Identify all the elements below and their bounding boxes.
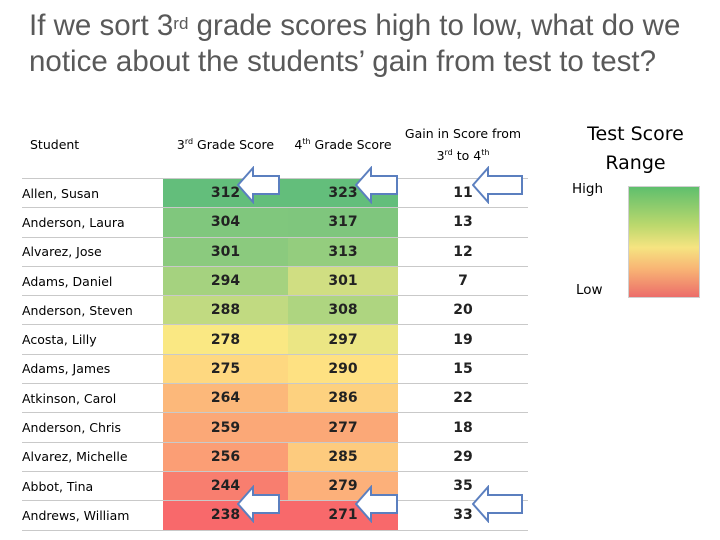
grade3-score-cell: 238 bbox=[163, 500, 288, 531]
student-name-cell: Anderson, Laura bbox=[22, 207, 163, 238]
table-row: Anderson, Laura 304 317 13 bbox=[22, 207, 528, 238]
student-name-cell: Allen, Susan bbox=[22, 177, 163, 208]
student-name-cell: Acosta, Lilly bbox=[22, 324, 163, 355]
header-student: Student bbox=[30, 137, 80, 152]
table-row: Adams, Daniel 294 301 7 bbox=[22, 265, 528, 296]
student-name-cell: Andrews, William bbox=[22, 500, 163, 531]
table-body: Allen, Susan 312 323 11 Anderson, Laura 304 31… bbox=[22, 177, 528, 531]
left-arrow-icon bbox=[472, 166, 523, 204]
grade4-score-cell: 301 bbox=[288, 265, 398, 296]
legend-high-label: High bbox=[572, 181, 604, 197]
student-name-cell: Alvarez, Jose bbox=[22, 236, 163, 267]
student-name-cell: Alvarez, Michelle bbox=[22, 441, 163, 472]
student-name-cell: Abbot, Tina bbox=[22, 470, 163, 501]
gain-cell: 18 bbox=[398, 412, 528, 443]
header-3rd-grade-score: 3rd Grade Score bbox=[176, 136, 275, 153]
left-arrow-icon bbox=[237, 485, 280, 523]
grade4-score-cell: 308 bbox=[288, 295, 398, 325]
legend-gradient-bar bbox=[628, 186, 700, 298]
grade4-score-cell: 277 bbox=[288, 412, 398, 443]
table-row: Alvarez, Michelle 256 285 29 bbox=[22, 441, 528, 472]
student-name-cell: Anderson, Steven bbox=[22, 295, 163, 325]
gain-cell: 7 bbox=[398, 265, 528, 296]
table-row: Allen, Susan 312 323 11 bbox=[22, 177, 528, 208]
table-row: Andrews, William 238 271 33 bbox=[22, 500, 528, 531]
left-arrow-icon bbox=[355, 485, 398, 523]
gain-cell: 12 bbox=[398, 236, 528, 267]
header-gain: Gain in Score from 3rd to 4th bbox=[404, 125, 522, 164]
gain-cell: 13 bbox=[398, 207, 528, 238]
legend-title: Test Score Range bbox=[587, 123, 684, 174]
title-part-1: If we sort 3 bbox=[29, 9, 174, 42]
student-name-cell: Adams, James bbox=[22, 353, 163, 384]
table-row: Anderson, Chris 259 277 18 bbox=[22, 412, 528, 443]
table-row: Anderson, Steven 288 308 20 bbox=[22, 295, 528, 325]
slide-title: If we sort 3rd grade scores high to low,… bbox=[29, 8, 709, 80]
grade3-score-cell: 275 bbox=[163, 353, 288, 384]
gain-cell: 19 bbox=[398, 324, 528, 355]
legend-low-label: Low bbox=[576, 282, 603, 298]
grade4-score-cell: 317 bbox=[288, 207, 398, 238]
grade4-score-cell: 290 bbox=[288, 353, 398, 384]
student-name-cell: Atkinson, Carol bbox=[22, 383, 163, 413]
grade3-score-cell: 304 bbox=[163, 207, 288, 238]
student-name-cell: Anderson, Chris bbox=[22, 412, 163, 443]
title-superscript: rd bbox=[173, 14, 189, 33]
header-4th-grade-score: 4th Grade Score bbox=[294, 136, 392, 153]
scores-table: Student 3rd Grade Score 4th Grade Score … bbox=[22, 111, 528, 531]
grade3-score-cell: 256 bbox=[163, 441, 288, 472]
grade4-score-cell: 285 bbox=[288, 441, 398, 472]
grade3-score-cell: 301 bbox=[163, 236, 288, 267]
grade3-score-cell: 294 bbox=[163, 265, 288, 296]
gain-cell: 22 bbox=[398, 383, 528, 413]
grade3-score-cell: 278 bbox=[163, 324, 288, 355]
grade4-score-cell: 313 bbox=[288, 236, 398, 267]
table-row: Atkinson, Carol 264 286 22 bbox=[22, 383, 528, 413]
table-row: Alvarez, Jose 301 313 12 bbox=[22, 236, 528, 267]
grade3-score-cell: 288 bbox=[163, 295, 288, 325]
table-row: Acosta, Lilly 278 297 19 bbox=[22, 324, 528, 355]
grade3-score-cell: 264 bbox=[163, 383, 288, 413]
table-row: Adams, James 275 290 15 bbox=[22, 353, 528, 384]
gain-cell: 20 bbox=[398, 295, 528, 325]
grade4-score-cell: 297 bbox=[288, 324, 398, 355]
left-arrow-icon bbox=[472, 485, 523, 523]
title-part-2: grade scores high to low, what do we not… bbox=[29, 9, 681, 78]
student-name-cell: Adams, Daniel bbox=[22, 265, 163, 296]
table-header-row: Student 3rd Grade Score 4th Grade Score … bbox=[22, 111, 528, 179]
left-arrow-icon bbox=[355, 166, 398, 204]
gain-cell: 15 bbox=[398, 353, 528, 384]
gain-cell: 29 bbox=[398, 441, 528, 472]
grade4-score-cell: 286 bbox=[288, 383, 398, 413]
left-arrow-icon bbox=[237, 166, 280, 204]
grade3-score-cell: 259 bbox=[163, 412, 288, 443]
